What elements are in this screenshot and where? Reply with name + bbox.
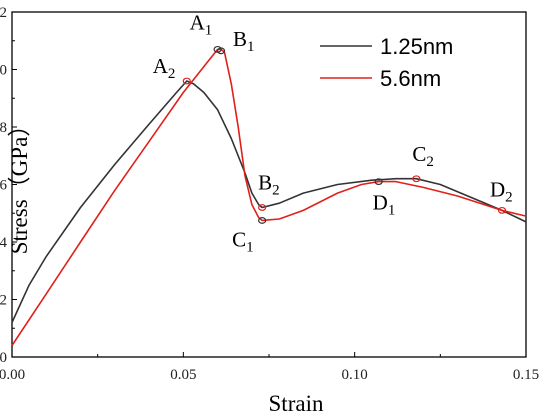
y-tick-label: 2 <box>0 293 7 309</box>
series-lines <box>11 48 527 346</box>
y-axis-label: Stress（GPa） <box>7 114 32 255</box>
point-marker <box>374 178 383 186</box>
point-label-d1: D1 <box>373 191 396 219</box>
point-marker <box>412 175 421 183</box>
y-tick-label: 8 <box>0 120 7 136</box>
y-tick-label: 6 <box>0 178 8 194</box>
x-axis-label: Strain <box>269 391 324 416</box>
y-tick-label: 12 <box>0 5 7 21</box>
point-marker <box>497 206 507 214</box>
y-tick-label: 4 <box>0 235 8 251</box>
point-label-a1: A1 <box>190 10 213 38</box>
point-label-d2: D2 <box>490 177 513 205</box>
point-marker <box>258 217 267 224</box>
y-tick-label: 10 <box>0 63 7 79</box>
y-tick-label: 0 <box>0 350 7 366</box>
axis-ticks: 0.00 0.05 0.10 0.15 0 2 4 6 8 10 12 <box>0 5 539 383</box>
point-marker <box>182 77 191 85</box>
point-label-c2: C2 <box>412 142 434 170</box>
point-label-b2: B2 <box>258 171 280 199</box>
x-tick-label: 0.15 <box>513 367 539 383</box>
x-tick-label: 0.10 <box>342 367 368 383</box>
point-marker <box>216 47 226 55</box>
point-markers <box>182 45 507 224</box>
point-label-c1: C1 <box>232 227 254 255</box>
legend-label-1: 1.25nm <box>380 34 453 59</box>
series-line-2 <box>11 48 527 346</box>
legend: 1.25nm 5.6nm <box>320 34 453 91</box>
legend-label-2: 5.6nm <box>380 66 441 91</box>
point-label-b1: B1 <box>233 27 255 55</box>
x-tick-label: 0.00 <box>0 367 25 383</box>
series-line-1 <box>11 80 527 323</box>
point-marker <box>258 204 267 211</box>
x-tick-label: 0.05 <box>170 367 196 383</box>
point-label-a2: A2 <box>153 54 176 82</box>
